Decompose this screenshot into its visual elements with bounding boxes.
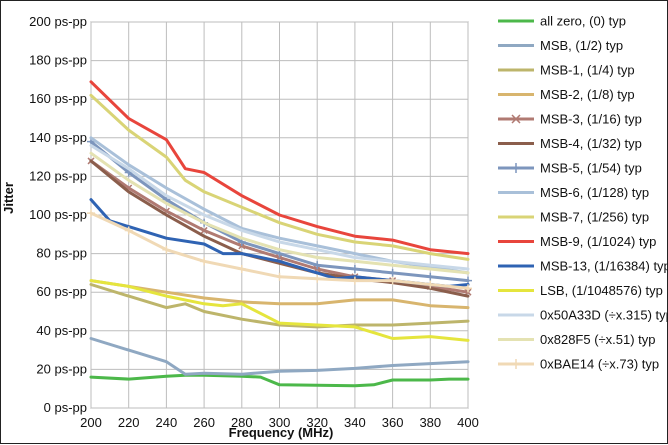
x-tick-label: 320	[306, 415, 328, 430]
series-marker	[124, 226, 133, 235]
legend-label-14: 0xBAE14 (÷x.73) typ	[540, 357, 659, 372]
series-marker	[200, 226, 208, 234]
series-line-9	[89, 80, 470, 256]
legend-label-0: all zero, (0) typ	[540, 14, 626, 29]
legend-label-7: MSB-6, (1/128) typ	[540, 185, 649, 200]
series-line-5	[89, 159, 470, 298]
y-axis-ticks: 0 ps-pp 20 ps-pp 40 ps-pp 60 ps-pp 80 ps-pp 1…	[29, 14, 87, 415]
x-tick-label: 220	[118, 415, 140, 430]
x-tick-label: 400	[457, 415, 479, 430]
x-axis-title: Frequency (MHz)	[229, 425, 334, 440]
x-tick-label: 240	[156, 415, 178, 430]
legend-marker	[511, 114, 521, 124]
y-tick-label: 120 ps-pp	[29, 168, 87, 183]
series-marker	[162, 245, 171, 254]
y-axis-title: Jitter	[1, 182, 16, 214]
series-marker	[350, 276, 359, 285]
series-line-12	[89, 144, 470, 271]
x-tick-label: 360	[382, 415, 404, 430]
x-tick-label: 300	[269, 415, 291, 430]
series-line-8	[89, 93, 470, 261]
y-tick-label: 180 ps-pp	[29, 53, 87, 68]
x-tick-label: 200	[80, 415, 102, 430]
legend: all zero, (0) typ MSB, (1/2) typ MSB-1, (1…	[498, 14, 668, 372]
legend-label-4: MSB-3, (1/16) typ	[540, 112, 642, 127]
series-marker	[426, 280, 435, 289]
legend-label-1: MSB, (1/2) typ	[540, 38, 623, 53]
series-marker	[237, 265, 246, 274]
y-tick-label: 0 ps-pp	[44, 400, 87, 415]
y-tick-label: 20 ps-pp	[36, 361, 87, 376]
y-tick-label: 60 ps-pp	[36, 284, 87, 299]
x-tick-label: 280	[231, 415, 253, 430]
series-marker	[464, 284, 472, 293]
legend-label-11: LSB, (1/1048576) typ	[540, 283, 663, 298]
legend-label-9: MSB-9, (1/1024) typ	[540, 234, 656, 249]
series-marker	[313, 274, 322, 283]
x-axis-ticks: 200 220 240 260 280 300 320 340 360 380 400	[80, 415, 479, 430]
legend-label-2: MSB-1, (1/4) typ	[540, 63, 635, 78]
legend-label-6: MSB-5, (1/54) typ	[540, 161, 642, 176]
series-marker	[275, 272, 284, 281]
y-tick-label: 80 ps-pp	[36, 246, 87, 261]
series-marker	[350, 265, 359, 274]
y-tick-label: 100 ps-pp	[29, 207, 87, 222]
x-tick-label: 380	[419, 415, 441, 430]
series-line-0	[89, 373, 470, 388]
series-line-11	[89, 279, 470, 342]
y-tick-label: 160 ps-pp	[29, 91, 87, 106]
series-marker	[313, 261, 322, 270]
series-line-3	[89, 279, 470, 310]
grid	[90, 21, 469, 409]
legend-label-8: MSB-7, (1/256) typ	[540, 210, 649, 225]
legend-label-13: 0x828F5 (÷x.51) typ	[540, 332, 656, 347]
y-tick-label: 200 ps-pp	[29, 14, 87, 29]
series-marker	[87, 209, 95, 218]
y-tick-label: 140 ps-pp	[29, 130, 87, 145]
series-line-2	[89, 283, 470, 329]
series-layer	[87, 80, 472, 388]
y-tick-label: 40 ps-pp	[36, 323, 87, 338]
x-tick-label: 260	[193, 415, 215, 430]
legend-label-10: MSB-13, (1/16384) typ	[540, 259, 668, 274]
legend-label-3: MSB-2, (1/8) typ	[540, 87, 635, 102]
legend-label-12: 0x50A33D (÷x.315) typ	[540, 308, 668, 323]
series-marker	[388, 276, 397, 285]
x-tick-label: 340	[344, 415, 366, 430]
series-marker	[388, 268, 397, 277]
series-marker	[200, 257, 209, 266]
legend-label-5: MSB-4, (1/32) typ	[540, 136, 642, 151]
series-marker	[426, 272, 435, 281]
series-line-13	[89, 151, 470, 275]
series-line-1	[89, 337, 470, 376]
